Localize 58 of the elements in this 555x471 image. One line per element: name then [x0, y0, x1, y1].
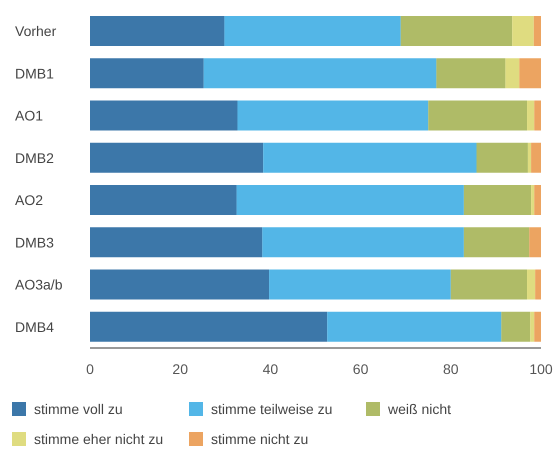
bar	[269, 270, 451, 300]
bar	[428, 100, 528, 130]
bar	[534, 312, 541, 342]
bar	[90, 312, 328, 342]
bar	[436, 58, 506, 88]
y-tick-label: Vorher	[15, 23, 57, 40]
bar	[236, 185, 464, 215]
bar	[327, 312, 502, 342]
bar	[531, 185, 534, 215]
bar	[464, 185, 532, 215]
bar	[400, 16, 512, 46]
bar	[529, 227, 541, 258]
x-tick-label: 80	[443, 360, 459, 377]
bar	[535, 270, 541, 300]
legend-label: stimme eher nicht zu	[34, 431, 164, 447]
legend-label: stimme voll zu	[34, 401, 123, 417]
bar	[527, 100, 534, 130]
bar	[534, 16, 541, 46]
bar	[263, 142, 477, 173]
bar	[534, 100, 541, 130]
bar	[262, 227, 464, 258]
bar	[528, 142, 532, 173]
x-tick-label: 40	[262, 360, 278, 377]
bar	[527, 270, 536, 300]
bar	[90, 58, 204, 88]
x-tick-label: 20	[172, 360, 188, 377]
bar	[90, 142, 264, 173]
bar	[90, 185, 237, 215]
x-tick-label: 0	[86, 360, 94, 377]
bar	[90, 270, 270, 300]
bar	[450, 270, 528, 300]
y-tick-label: DMB3	[15, 234, 54, 250]
legend-label: stimme teilweise zu	[211, 401, 332, 417]
legend-label: stimme nicht zu	[211, 431, 308, 447]
bar	[505, 58, 520, 88]
bar	[224, 16, 401, 46]
y-tick-label: AO3a/b	[15, 276, 63, 293]
x-tick-label: 60	[352, 360, 369, 377]
bar	[90, 100, 238, 130]
bar	[90, 227, 262, 258]
y-tick-label: DMB1	[15, 65, 54, 82]
y-tick-label: DMB2	[15, 150, 54, 166]
bar	[501, 312, 530, 342]
bar	[512, 16, 534, 46]
y-tick-label: DMB4	[15, 318, 54, 335]
bar	[530, 312, 534, 342]
y-tick-label: AO1	[15, 108, 44, 124]
y-tick-label: AO2	[15, 192, 44, 208]
bar	[519, 58, 541, 88]
bar	[90, 16, 224, 46]
bar	[476, 142, 528, 173]
x-tick-label: 100	[529, 360, 553, 377]
bar	[534, 185, 541, 215]
legend-label: weiß nicht	[388, 401, 452, 417]
bar	[204, 58, 436, 88]
bar	[237, 100, 428, 130]
bar	[464, 227, 530, 258]
bar	[531, 142, 541, 173]
